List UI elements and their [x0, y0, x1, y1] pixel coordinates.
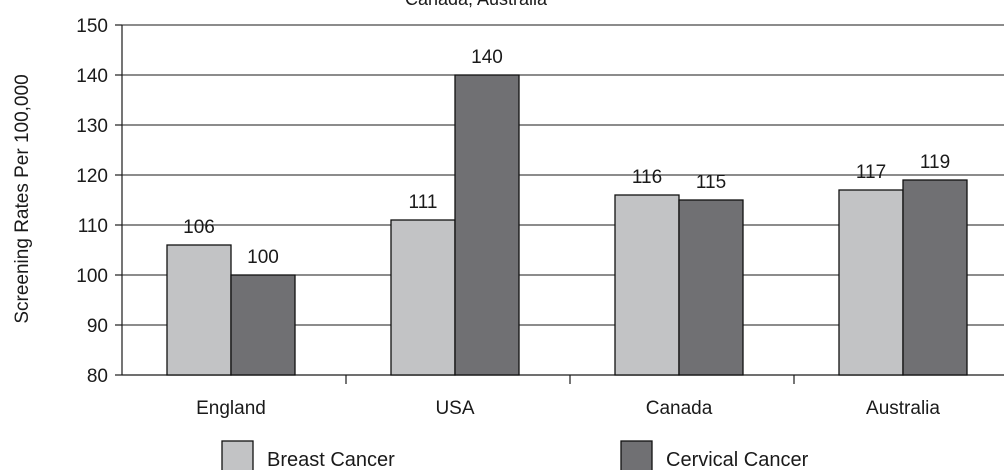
value-label: 100: [247, 247, 279, 268]
value-label: 115: [696, 172, 726, 193]
legend-label: Cervical Cancer: [666, 449, 809, 470]
category-labels: England USA Canada Australia: [196, 398, 940, 419]
category-label-usa: USA: [435, 398, 474, 419]
bar-canada-breast-cancer: [614, 194, 680, 376]
y-tick-label: 150: [76, 16, 108, 37]
y-tick-label: 120: [76, 166, 108, 187]
bar-usa-breast-cancer: [390, 219, 456, 376]
category-label-england: England: [196, 398, 266, 419]
value-label: 140: [471, 47, 503, 68]
value-label: 106: [183, 217, 215, 238]
bar-australia-cervical-cancer: [902, 179, 968, 376]
y-tick-label: 130: [76, 116, 108, 137]
y-tick-label: 90: [87, 316, 108, 337]
value-label: 111: [409, 192, 438, 213]
y-tick-labels: 80 90 100 110 120 130 140 150: [76, 16, 108, 387]
y-axis-title: Screening Rates Per 100,000: [12, 74, 33, 323]
bar-australia-breast-cancer: [838, 189, 904, 376]
value-label: 117: [856, 162, 886, 183]
legend-swatch-cervical-cancer: [620, 440, 653, 470]
bars: [166, 74, 968, 376]
y-tick-label: 110: [78, 216, 108, 237]
category-label-australia: Australia: [866, 398, 940, 419]
category-label-canada: Canada: [646, 398, 713, 419]
value-labels: 106 100 111 140 116 115 117 119: [183, 47, 950, 268]
legend: Breast Cancer Cervical Cancer: [221, 440, 809, 470]
bar-usa-cervical-cancer: [454, 74, 520, 376]
bar-england-cervical-cancer: [230, 274, 296, 376]
y-tick-label: 80: [87, 366, 108, 387]
legend-label: Breast Cancer: [267, 449, 395, 470]
bar-england-breast-cancer: [166, 244, 232, 376]
chart-title: Canada, Australia: [405, 0, 548, 9]
y-tick-label: 140: [76, 66, 108, 87]
legend-swatch-breast-cancer: [221, 440, 254, 470]
value-label: 119: [920, 152, 950, 173]
bar-canada-cervical-cancer: [678, 199, 744, 376]
y-tick-label: 100: [76, 266, 108, 287]
value-label: 116: [632, 167, 662, 188]
